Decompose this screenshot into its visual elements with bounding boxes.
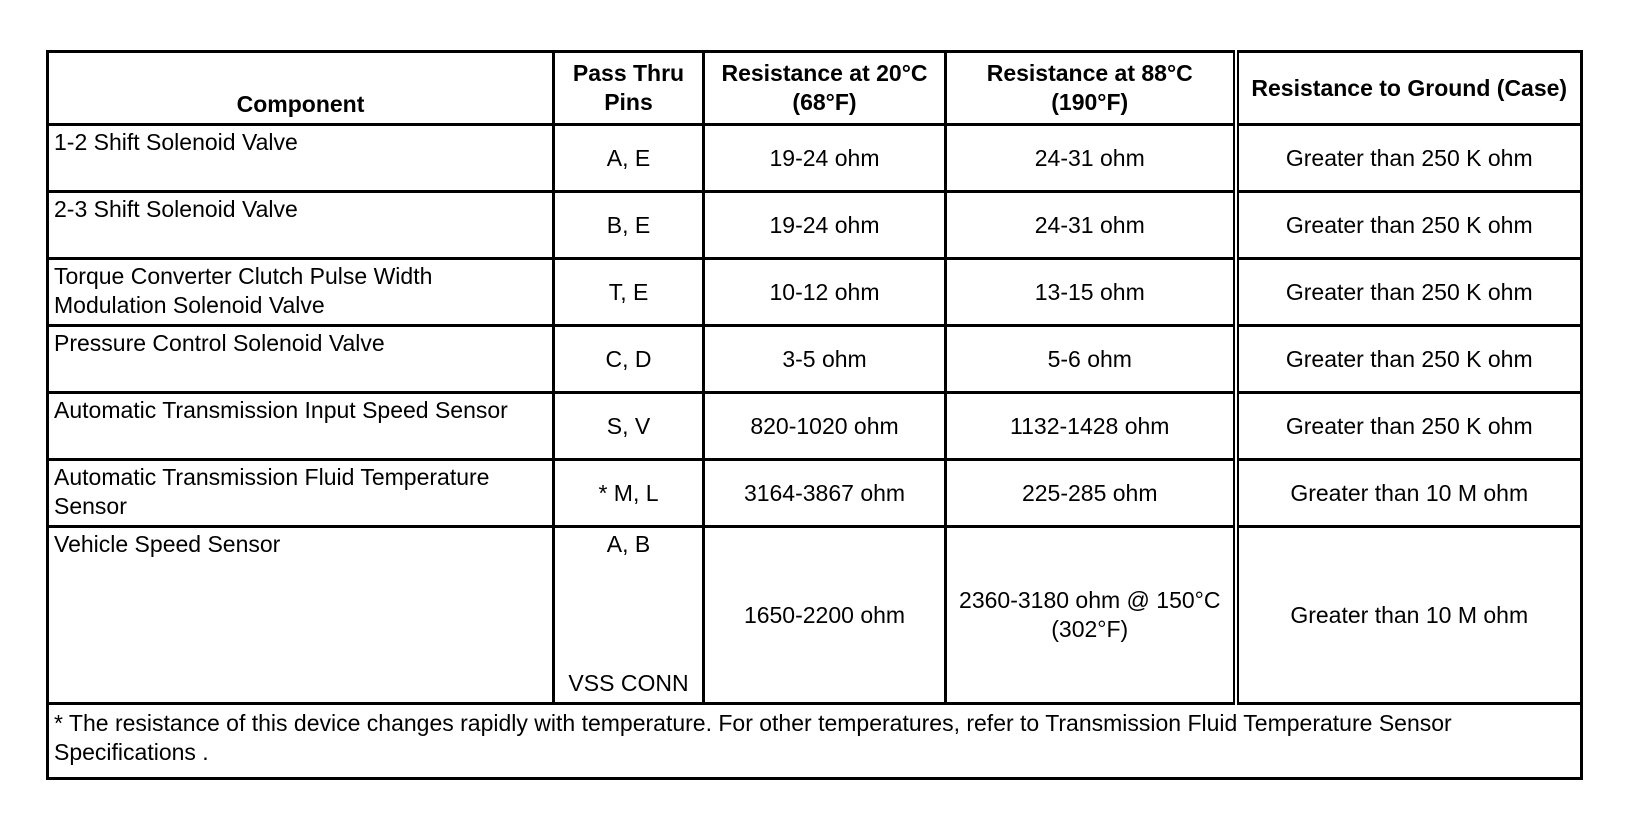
cell-pins: C, D (552, 324, 705, 394)
cell-resistance-88c: 13-15 ohm (944, 257, 1237, 327)
cell-resistance-to-ground: Greater than 250 K ohm (1232, 123, 1583, 193)
cell-component: Pressure Control Solenoid Valve (46, 324, 555, 394)
table-row: Vehicle Speed Sensor A, B VSS CONN 1650-… (46, 525, 1583, 705)
cell-resistance-88c: 5-6 ohm (944, 324, 1237, 394)
footnote: * The resistance of this device changes … (46, 702, 1583, 780)
cell-pins: B, E (552, 190, 705, 260)
cell-resistance-88c: 24-31 ohm (944, 123, 1237, 193)
cell-pins: A, E (552, 123, 705, 193)
table-row: Torque Converter Clutch Pulse Width Modu… (46, 257, 1583, 327)
cell-resistance-to-ground: Greater than 250 K ohm (1232, 257, 1583, 327)
cell-resistance-to-ground: Greater than 250 K ohm (1232, 324, 1583, 394)
cell-resistance-20c: 3-5 ohm (702, 324, 947, 394)
cell-component: 1-2 Shift Solenoid Valve (46, 123, 555, 193)
cell-resistance-20c: 19-24 ohm (702, 123, 947, 193)
cell-resistance-88c: 2360-3180 ohm @ 150°C (302°F) (944, 525, 1237, 705)
cell-resistance-88c: 1132-1428 ohm (944, 391, 1237, 461)
cell-resistance-88c: 24-31 ohm (944, 190, 1237, 260)
cell-resistance-20c: 10-12 ohm (702, 257, 947, 327)
cell-resistance-20c: 820-1020 ohm (702, 391, 947, 461)
cell-resistance-88c: 225-285 ohm (944, 458, 1237, 528)
header-resistance-88c: Resistance at 88°C (190°F) (944, 50, 1237, 126)
table-row: 1-2 Shift Solenoid Valve A, E 19-24 ohm … (46, 123, 1583, 193)
pins-connector-label: VSS CONN (568, 670, 689, 696)
cell-component: Automatic Transmission Input Speed Senso… (46, 391, 555, 461)
cell-resistance-20c: 3164-3867 ohm (702, 458, 947, 528)
header-resistance-to-ground: Resistance to Ground (Case) (1232, 50, 1583, 126)
cell-component: Vehicle Speed Sensor (46, 525, 555, 705)
cell-component: Torque Converter Clutch Pulse Width Modu… (46, 257, 555, 327)
cell-resistance-20c: 1650-2200 ohm (702, 525, 947, 705)
header-component: Component (46, 50, 555, 126)
table-row: Automatic Transmission Fluid Temperature… (46, 458, 1583, 528)
cell-pins: * M, L (552, 458, 705, 528)
table-row: 2-3 Shift Solenoid Valve B, E 19-24 ohm … (46, 190, 1583, 260)
cell-resistance-to-ground: Greater than 10 M ohm (1232, 458, 1583, 528)
pins-value: A, B (606, 531, 651, 557)
footnote-row: * The resistance of this device changes … (46, 702, 1583, 780)
cell-component: 2-3 Shift Solenoid Valve (46, 190, 555, 260)
cell-resistance-to-ground: Greater than 250 K ohm (1232, 190, 1583, 260)
header-resistance-20c: Resistance at 20°C (68°F) (702, 50, 947, 126)
header-pass-thru-pins: Pass Thru Pins (552, 50, 705, 126)
cell-resistance-to-ground: Greater than 10 M ohm (1232, 525, 1583, 705)
cell-pins: T, E (552, 257, 705, 327)
cell-pins: A, B VSS CONN (552, 525, 705, 705)
cell-resistance-to-ground: Greater than 250 K ohm (1232, 391, 1583, 461)
cell-resistance-20c: 19-24 ohm (702, 190, 947, 260)
table-header-row: Component Pass Thru Pins Resistance at 2… (46, 50, 1583, 126)
resistance-spec-table: Component Pass Thru Pins Resistance at 2… (46, 50, 1583, 780)
table-row: Automatic Transmission Input Speed Senso… (46, 391, 1583, 461)
table-row: Pressure Control Solenoid Valve C, D 3-5… (46, 324, 1583, 394)
cell-component: Automatic Transmission Fluid Temperature… (46, 458, 555, 528)
cell-pins: S, V (552, 391, 705, 461)
